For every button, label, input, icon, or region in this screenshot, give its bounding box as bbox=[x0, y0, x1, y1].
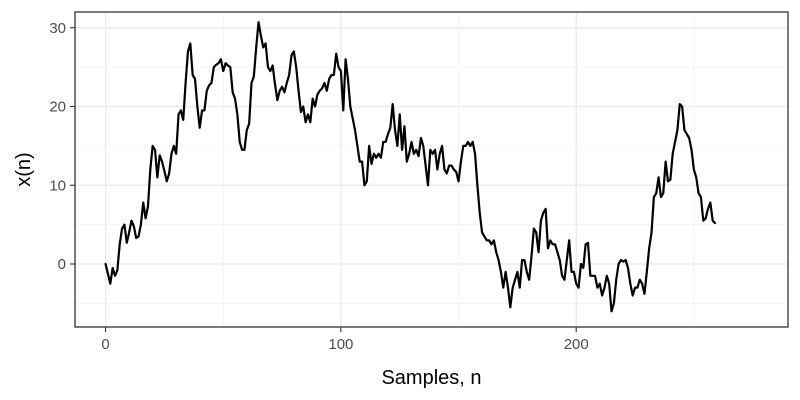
x-axis-title: Samples, n bbox=[381, 367, 481, 389]
panel-border bbox=[74, 11, 789, 328]
y-tick-label: 10 bbox=[49, 177, 66, 194]
series-line-0 bbox=[104, 21, 717, 313]
y-tick-label: 20 bbox=[49, 99, 66, 116]
x-tick-label: 0 bbox=[101, 336, 109, 353]
x-tick-label: 100 bbox=[328, 336, 353, 353]
grid bbox=[75, 12, 788, 327]
x-tick-label: 200 bbox=[564, 336, 589, 353]
y-tick-label: 0 bbox=[58, 256, 66, 273]
y-axis-title: x(n) bbox=[13, 152, 35, 186]
series-layer bbox=[104, 21, 717, 313]
axes: 0 100 200 0 10 20 30 bbox=[49, 20, 588, 353]
y-tick-label: 30 bbox=[49, 20, 66, 37]
